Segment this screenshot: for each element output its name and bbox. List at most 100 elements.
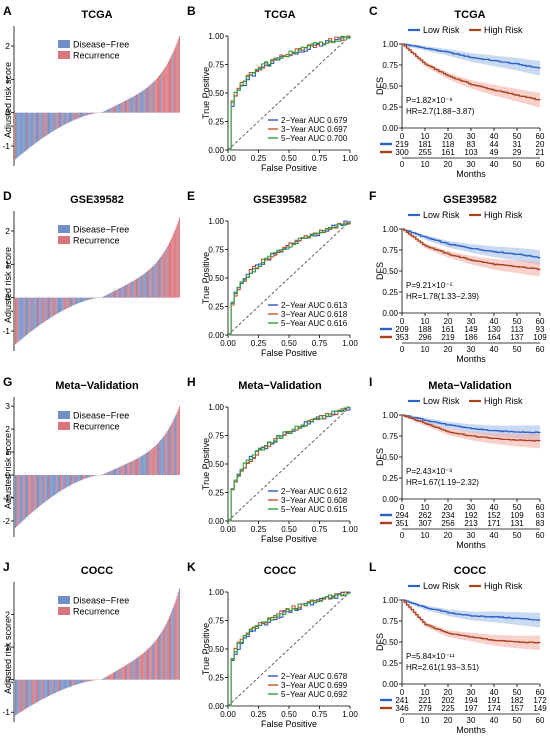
high-risk-survival-curve xyxy=(402,599,541,644)
risk-score-bar xyxy=(84,475,86,479)
roc-legend-label: 2−Year AUC 0.613 xyxy=(281,301,348,310)
risk-score-bar xyxy=(54,297,56,315)
x-tick-label: 40 xyxy=(490,503,499,512)
risk-score-bar xyxy=(68,679,70,688)
risk-table-low-count: 194 xyxy=(464,696,478,705)
legend-label-high-risk: High Risk xyxy=(484,581,523,591)
reference-diagonal xyxy=(227,35,351,151)
risk-score-bar xyxy=(48,112,49,135)
hazard-ratio-label: HR=1.67(1.19−2.32) xyxy=(406,478,479,487)
risk-score-bar xyxy=(83,297,85,302)
risk-score-bar xyxy=(59,112,60,128)
y-tick-label: 0.50 xyxy=(208,274,224,283)
risk-score-bar xyxy=(26,475,27,518)
x-tick-label: 40 xyxy=(490,688,499,697)
risk-score-bar xyxy=(50,475,52,498)
risk-score-bar xyxy=(72,679,74,686)
risk-score-bar xyxy=(52,679,54,694)
risk-score-bar xyxy=(35,112,37,143)
legend-label-recurrence: Recurrence xyxy=(73,51,120,61)
panel-title: TCGA xyxy=(81,9,112,21)
y-tick-label: 0.00 xyxy=(208,702,224,711)
risk-score-bar xyxy=(94,297,96,299)
risk-score-bar xyxy=(33,297,35,330)
risk-score-bar xyxy=(164,67,166,113)
risk-table-high-count: 197 xyxy=(464,704,478,713)
risk-score-bar xyxy=(76,297,78,304)
risk-score-bar xyxy=(45,112,47,136)
risk-score-bar xyxy=(148,86,150,113)
y-tick-label: 0 xyxy=(5,675,10,685)
panel-title: GSE39582 xyxy=(253,194,307,206)
risk-score-bar xyxy=(144,88,146,113)
x-tick-label: 0.00 xyxy=(220,154,236,163)
risk-score-bar xyxy=(44,297,46,322)
risk-score-bar xyxy=(78,679,80,684)
y-tick-label: 0.50 xyxy=(382,267,398,276)
risk-score-bar xyxy=(136,458,137,476)
risk-score-bar xyxy=(109,108,111,113)
risk-score-bar xyxy=(105,677,107,680)
risk-score-bar xyxy=(139,92,141,113)
panel-title: TCGA xyxy=(454,9,485,21)
risk-table-high-count: 256 xyxy=(441,519,455,528)
risk-score-bar xyxy=(41,112,43,139)
y-tick-label: 1 xyxy=(5,642,10,652)
risk-table-x-tick-label: 0 xyxy=(400,716,405,725)
risk-score-bar xyxy=(126,284,128,298)
risk-score-bar xyxy=(132,660,134,680)
risk-score-bar xyxy=(112,106,114,113)
risk-score-bar xyxy=(94,112,96,114)
risk-score-bar xyxy=(167,429,169,476)
x-tick-label: 60 xyxy=(536,132,545,141)
x-tick-label: 10 xyxy=(421,132,430,141)
km-panel-c: C TCGA 0.00 0.25 0.50 0.75 1.00 0 10 20 30 40 50 60 DF… xyxy=(369,4,545,179)
risk-score-bar xyxy=(46,297,48,320)
roc-legend-label: 2−Year AUC 0.678 xyxy=(281,672,348,681)
risk-score-bar xyxy=(143,652,145,680)
panel-letter: F xyxy=(369,189,376,203)
risk-score-bar xyxy=(162,70,164,113)
risk-score-bar xyxy=(155,444,157,476)
panel-letter: H xyxy=(187,375,196,389)
risk-score-bar xyxy=(50,297,52,318)
risk-score-bar xyxy=(24,679,26,710)
risk-score-bar xyxy=(45,475,47,501)
risk-score-bar xyxy=(171,423,173,476)
risk-score-bar xyxy=(153,264,155,298)
risk-score-bar xyxy=(22,475,24,521)
y-tick-label: 2 xyxy=(5,41,10,51)
risk-score-bar xyxy=(43,679,45,699)
risk-score-bar xyxy=(139,457,141,476)
risk-table-low-count: 63 xyxy=(536,511,545,520)
risk-table-x-tick-label: 30 xyxy=(467,531,476,540)
risk-score-bar xyxy=(101,297,103,298)
y-axis-label: Adjusted risk score xyxy=(3,618,13,694)
roc-legend-label: 3−Year AUC 0.608 xyxy=(281,496,348,505)
risk-score-bar xyxy=(129,662,131,680)
risk-score-bar xyxy=(125,285,126,298)
risk-score-bar xyxy=(150,449,152,476)
reference-diagonal xyxy=(227,406,351,522)
y-tick-label: 0.50 xyxy=(382,638,398,647)
risk-score-bar xyxy=(18,475,20,525)
risk-table-low-count: 181 xyxy=(418,140,432,149)
risk-score-bar xyxy=(60,475,62,492)
risk-score-bar xyxy=(33,112,35,145)
risk-score-bar xyxy=(173,50,175,113)
risk-table-low-count: 209 xyxy=(395,325,409,334)
risk-table-low-count: 219 xyxy=(395,140,409,149)
risk-table-x-tick-label: 40 xyxy=(490,345,499,354)
risk-table-high-count: 279 xyxy=(418,704,432,713)
y-tick-label: 1.00 xyxy=(208,403,224,412)
risk-score-bar xyxy=(27,475,29,517)
risk-score-bar xyxy=(147,87,148,113)
risk-score-bar xyxy=(105,473,107,476)
risk-score-bar xyxy=(177,592,179,680)
panel-title: COCC xyxy=(264,565,296,577)
legend-label-disease-free: Disease−Free xyxy=(73,411,129,421)
risk-score-bar xyxy=(19,679,21,713)
risk-score-bar xyxy=(22,679,24,711)
risk-score-bar xyxy=(133,95,135,113)
x-tick-label: 20 xyxy=(444,503,453,512)
